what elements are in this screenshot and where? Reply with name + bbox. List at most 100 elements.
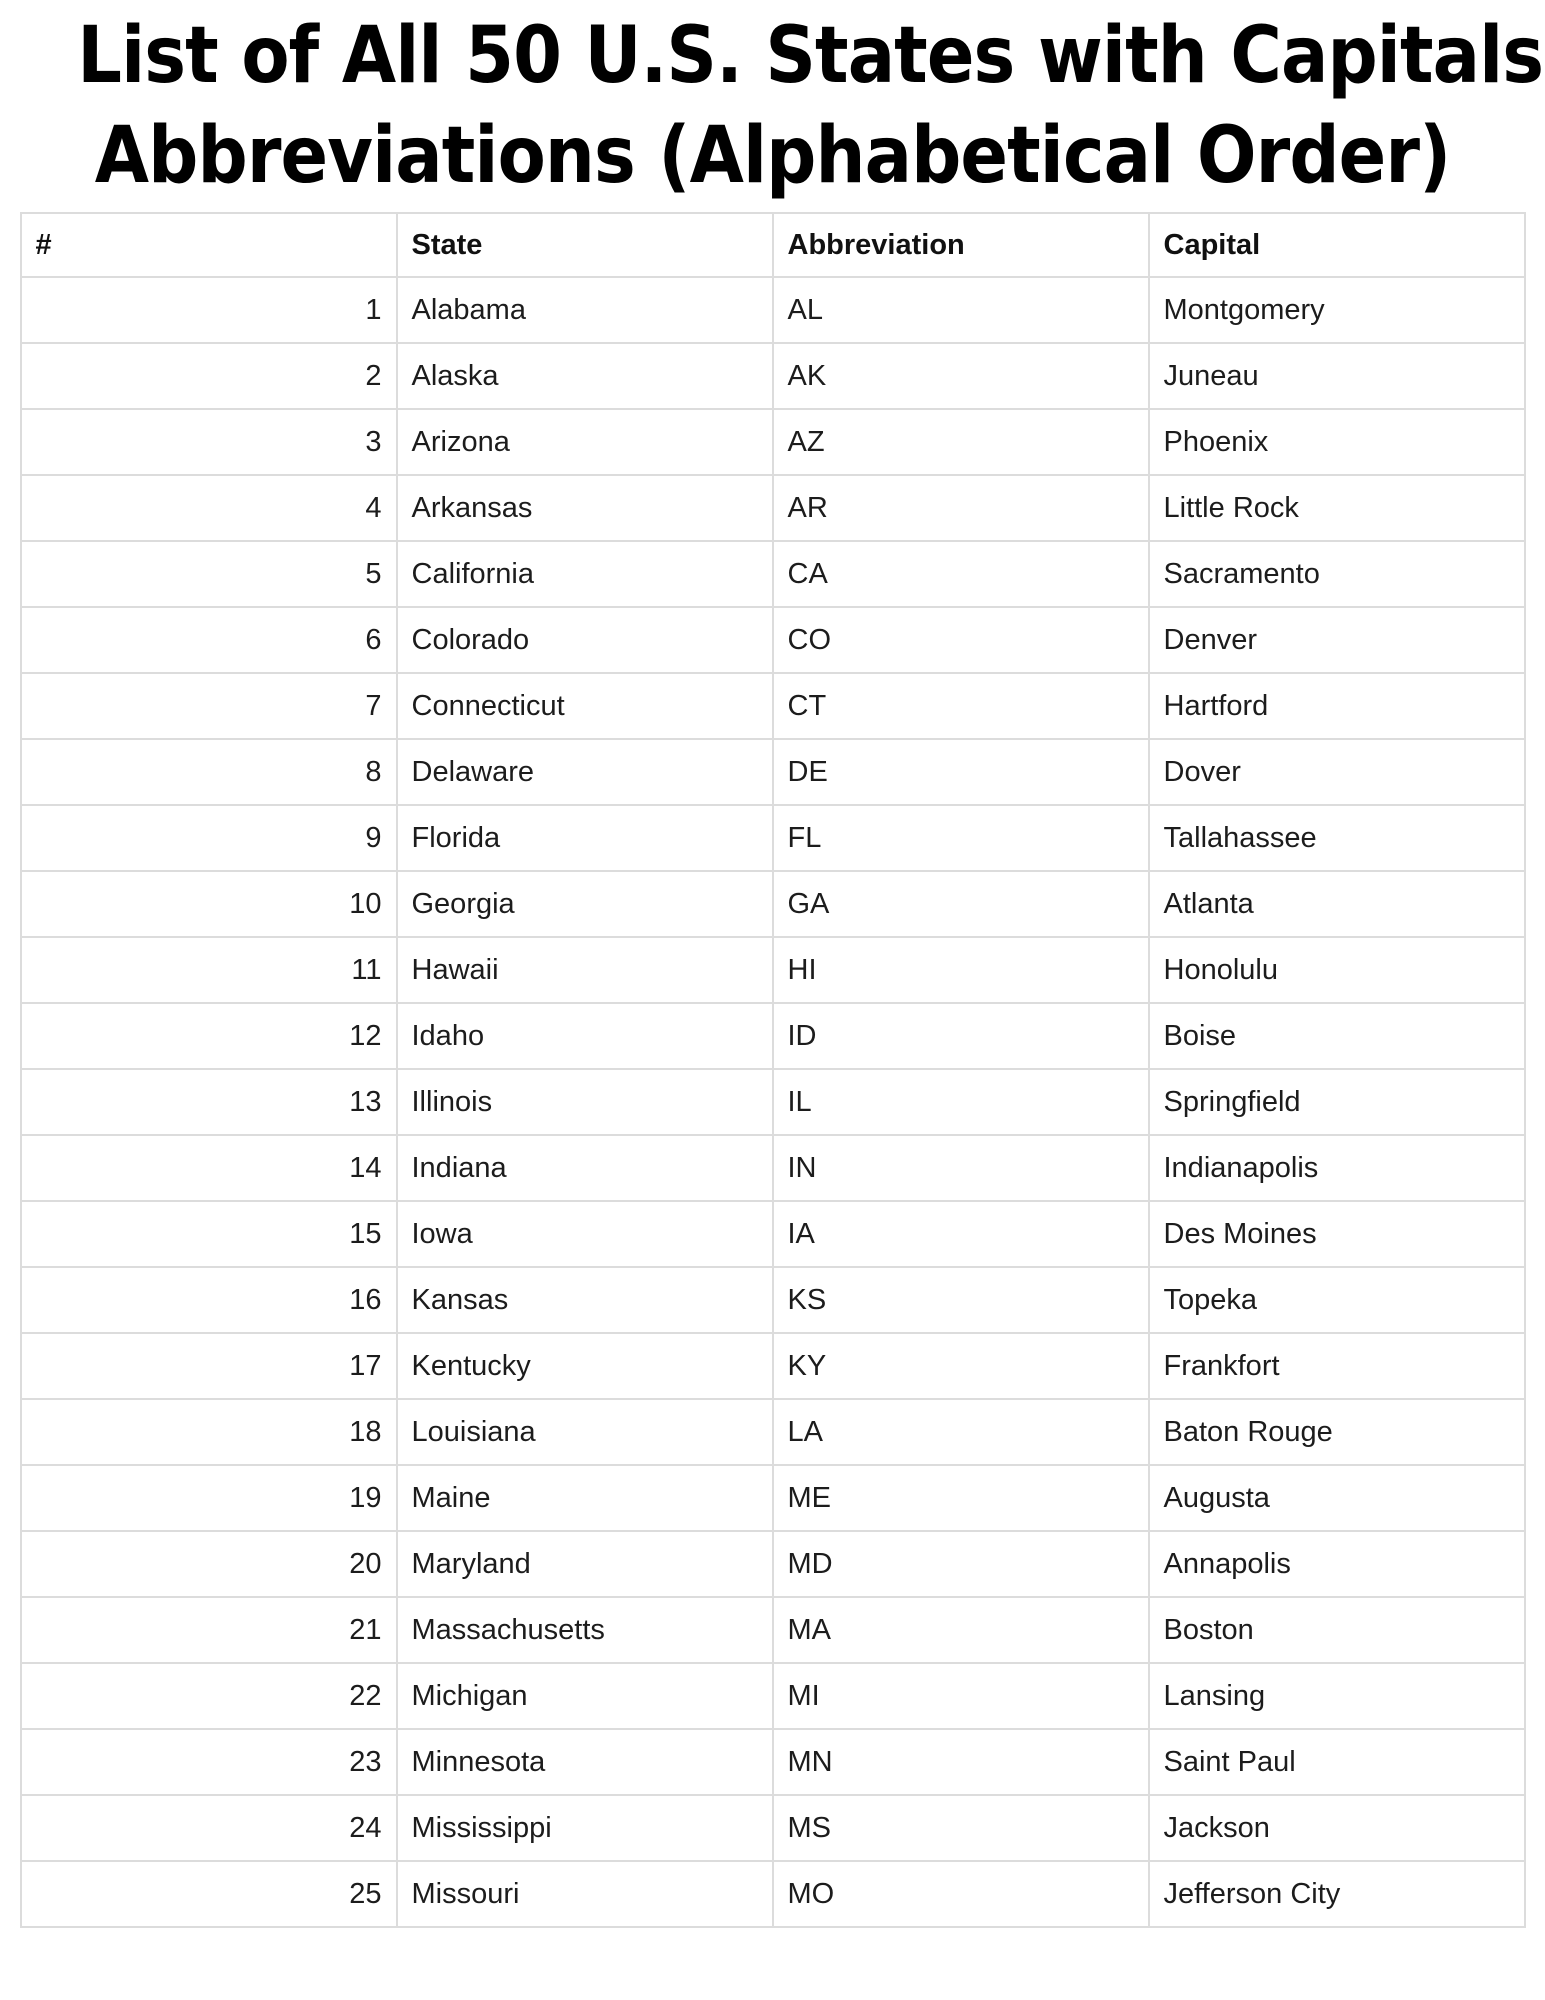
cell-state: Alabama [395, 276, 774, 344]
table-row: 2 Alaska AK Juneau [19, 342, 1526, 410]
table-row: 11 Hawaii HI Honolulu [19, 936, 1526, 1004]
cell-state: Idaho [395, 1002, 774, 1070]
table-header-row: # State Abbreviation Capital [19, 212, 1526, 278]
cell-capital: Atlanta [1147, 870, 1526, 938]
cell-capital: Hartford [1147, 672, 1526, 740]
cell-number: 13 [19, 1068, 398, 1136]
cell-number: 2 [19, 342, 398, 410]
cell-number: 9 [19, 804, 398, 872]
cell-state: Iowa [395, 1200, 774, 1268]
cell-state: California [395, 540, 774, 608]
cell-state: Michigan [395, 1662, 774, 1730]
cell-number: 22 [19, 1662, 398, 1730]
cell-capital: Springfield [1147, 1068, 1526, 1136]
cell-abbreviation: IN [771, 1134, 1150, 1202]
states-table: # State Abbreviation Capital 1 Alabama AL M… [19, 212, 1526, 1928]
cell-state: Delaware [395, 738, 774, 806]
cell-state: Connecticut [395, 672, 774, 740]
cell-capital: Phoenix [1147, 408, 1526, 476]
header-number: # [19, 212, 398, 278]
cell-state: Alaska [395, 342, 774, 410]
table-row: 5 California CA Sacramento [19, 540, 1526, 608]
cell-capital: Boston [1147, 1596, 1526, 1664]
table-row: 9 Florida FL Tallahassee [19, 804, 1526, 872]
header-capital: Capital [1147, 212, 1526, 278]
cell-capital: Dover [1147, 738, 1526, 806]
cell-capital: Sacramento [1147, 540, 1526, 608]
table-row: 23 Minnesota MN Saint Paul [19, 1728, 1526, 1796]
table-row: 13 Illinois IL Springfield [19, 1068, 1526, 1136]
cell-abbreviation: CO [771, 606, 1150, 674]
cell-abbreviation: IL [771, 1068, 1150, 1136]
cell-abbreviation: MI [771, 1662, 1150, 1730]
page-title-line-1: List of All 50 U.S. States with Capitals… [77, 11, 1545, 101]
cell-capital: Honolulu [1147, 936, 1526, 1004]
cell-abbreviation: MS [771, 1794, 1150, 1862]
cell-number: 3 [19, 408, 398, 476]
table-row: 8 Delaware DE Dover [19, 738, 1526, 806]
cell-number: 6 [19, 606, 398, 674]
cell-state: Colorado [395, 606, 774, 674]
table-row: 10 Georgia GA Atlanta [19, 870, 1526, 938]
cell-abbreviation: AK [771, 342, 1150, 410]
table-row: 14 Indiana IN Indianapolis [19, 1134, 1526, 1202]
cell-number: 23 [19, 1728, 398, 1796]
cell-capital: Frankfort [1147, 1332, 1526, 1400]
cell-abbreviation: IA [771, 1200, 1150, 1268]
table-row: 1 Alabama AL Montgomery [19, 276, 1526, 344]
cell-number: 12 [19, 1002, 398, 1070]
cell-abbreviation: KS [771, 1266, 1150, 1334]
cell-number: 11 [19, 936, 398, 1004]
cell-state: Kansas [395, 1266, 774, 1334]
cell-abbreviation: MD [771, 1530, 1150, 1598]
cell-number: 10 [19, 870, 398, 938]
table-row: 7 Connecticut CT Hartford [19, 672, 1526, 740]
cell-abbreviation: MO [771, 1860, 1150, 1928]
table-row: 24 Mississippi MS Jackson [19, 1794, 1526, 1862]
table-row: 17 Kentucky KY Frankfort [19, 1332, 1526, 1400]
cell-state: Louisiana [395, 1398, 774, 1466]
cell-capital: Baton Rouge [1147, 1398, 1526, 1466]
cell-abbreviation: ME [771, 1464, 1150, 1532]
cell-number: 8 [19, 738, 398, 806]
cell-abbreviation: MN [771, 1728, 1150, 1796]
cell-capital: Denver [1147, 606, 1526, 674]
cell-state: Arkansas [395, 474, 774, 542]
cell-state: Florida [395, 804, 774, 872]
cell-capital: Boise [1147, 1002, 1526, 1070]
table-row: 25 Missouri MO Jefferson City [19, 1860, 1526, 1928]
table-row: 12 Idaho ID Boise [19, 1002, 1526, 1070]
cell-state: Arizona [395, 408, 774, 476]
cell-capital: Little Rock [1147, 474, 1526, 542]
table-row: 22 Michigan MI Lansing [19, 1662, 1526, 1730]
table-row: 4 Arkansas AR Little Rock [19, 474, 1526, 542]
cell-abbreviation: AZ [771, 408, 1150, 476]
cell-abbreviation: MA [771, 1596, 1150, 1664]
states-table-head: # State Abbreviation Capital [19, 212, 1526, 278]
cell-abbreviation: AL [771, 276, 1150, 344]
cell-capital: Montgomery [1147, 276, 1526, 344]
table-row: 18 Louisiana LA Baton Rouge [19, 1398, 1526, 1466]
cell-capital: Tallahassee [1147, 804, 1526, 872]
cell-state: Minnesota [395, 1728, 774, 1796]
cell-state: Missouri [395, 1860, 774, 1928]
cell-number: 4 [19, 474, 398, 542]
cell-number: 17 [19, 1332, 398, 1400]
cell-state: Kentucky [395, 1332, 774, 1400]
table-row: 6 Colorado CO Denver [19, 606, 1526, 674]
table-row: 21 Massachusetts MA Boston [19, 1596, 1526, 1664]
states-table-body: 1 Alabama AL Montgomery 2 Alaska AK Juneau 3 Ariz… [19, 276, 1526, 1928]
cell-state: Mississippi [395, 1794, 774, 1862]
header-state: State [395, 212, 774, 278]
cell-capital: Augusta [1147, 1464, 1526, 1532]
table-row: 16 Kansas KS Topeka [19, 1266, 1526, 1334]
cell-state: Georgia [395, 870, 774, 938]
cell-state: Hawaii [395, 936, 774, 1004]
cell-capital: Topeka [1147, 1266, 1526, 1334]
cell-abbreviation: ID [771, 1002, 1150, 1070]
cell-number: 1 [19, 276, 398, 344]
cell-abbreviation: GA [771, 870, 1150, 938]
cell-number: 24 [19, 1794, 398, 1862]
table-row: 20 Maryland MD Annapolis [19, 1530, 1526, 1598]
cell-number: 7 [19, 672, 398, 740]
